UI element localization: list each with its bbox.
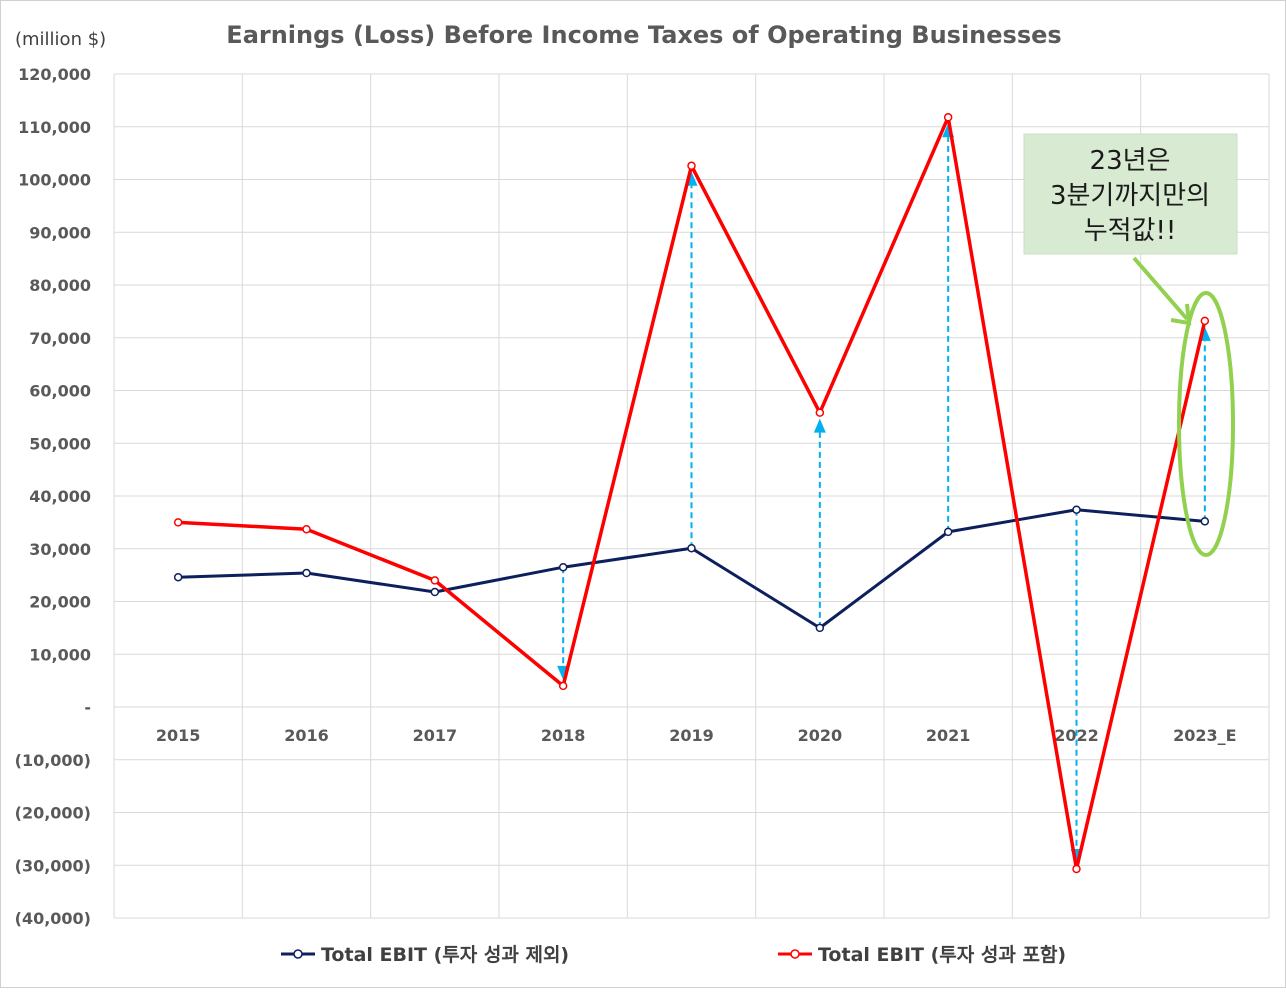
legend-marker-series-1 <box>293 949 303 959</box>
y-tick-label: 110,000 <box>18 118 91 137</box>
legend-item-series-2: Total EBIT (투자 성과 포함) <box>778 944 1066 966</box>
y-tick-label: - <box>84 698 91 717</box>
y-tick-label: (30,000) <box>15 856 91 875</box>
callout-box <box>1023 133 1238 255</box>
x-tick-label: 2017 <box>413 726 458 745</box>
series-2-point-2016 <box>302 524 311 534</box>
legend-item-series-1: Total EBIT (투자 성과 제외) <box>281 944 569 966</box>
y-tick-label: 50,000 <box>29 434 91 453</box>
series-1-point-2019 <box>687 543 696 553</box>
series-2-point-2019 <box>687 161 696 171</box>
x-tick-label: 2019 <box>669 726 714 745</box>
x-tick-label: 2015 <box>156 726 201 745</box>
y-tick-label: 10,000 <box>29 645 91 664</box>
legend-label-series-2: Total EBIT (투자 성과 포함) <box>818 944 1066 966</box>
callout-line-3: 누적값!! <box>1084 216 1177 246</box>
series-2-point-2022 <box>1072 864 1081 874</box>
callout-pointer-line <box>1132 256 1189 321</box>
y-tick-label: 80,000 <box>29 276 91 295</box>
chart-title: Earnings (Loss) Before Income Taxes of O… <box>226 21 1061 49</box>
difference-arrowhead-2020 <box>813 418 826 433</box>
series-1-point-2023_E <box>1200 517 1210 526</box>
series-1-point-2020 <box>815 623 825 633</box>
legend-label-series-1: Total EBIT (투자 성과 제외) <box>321 944 569 966</box>
y-tick-label: (40,000) <box>15 909 91 928</box>
series-1-point-2018 <box>558 562 568 572</box>
y-tick-label: (10,000) <box>15 751 91 770</box>
series-2-point-2023_E <box>1200 316 1210 326</box>
series-2-point-2017 <box>430 576 440 585</box>
y-tick-label: 90,000 <box>29 223 91 242</box>
series-1-point-2022 <box>1072 505 1081 514</box>
callout-line-1: 23년은 <box>1090 146 1171 176</box>
series-2-point-2015 <box>173 518 183 527</box>
y-tick-label: 20,000 <box>29 593 91 612</box>
y-tick-label: 100,000 <box>18 171 91 190</box>
x-tick-label: 2023_E <box>1173 726 1236 745</box>
x-tick-label: 2021 <box>926 726 971 745</box>
y-tick-label: 30,000 <box>29 540 91 559</box>
x-tick-label: 2020 <box>798 726 843 745</box>
highlight-ellipse <box>1177 291 1235 557</box>
series-layer <box>173 113 1210 874</box>
y-tick-label: 40,000 <box>29 487 91 506</box>
y-unit-label: (million $) <box>15 29 106 50</box>
y-tick-label: (20,000) <box>15 804 91 823</box>
legend-marker-series-2 <box>790 949 800 959</box>
x-tick-label: 2016 <box>284 726 329 745</box>
series-1-point-2015 <box>173 572 183 582</box>
y-tick-label: 120,000 <box>18 65 91 84</box>
callout-line-2: 3분기까지만의 <box>1050 181 1210 211</box>
series-1-point-2017 <box>430 587 440 597</box>
x-tick-labels: 2015 2016 2017 2018 2019 2020 2021 2022 2023_E <box>156 726 1237 745</box>
series-2-point-2018 <box>558 681 568 691</box>
y-tick-label: 60,000 <box>29 382 91 401</box>
legend: Total EBIT (투자 성과 제외) Total EBIT (투자 성과 … <box>281 944 1066 966</box>
series-2-point-2020 <box>815 408 825 417</box>
series-2-point-2021 <box>943 113 953 122</box>
series-1-point-2021 <box>943 527 953 537</box>
y-tick-label: 70,000 <box>29 329 91 348</box>
x-tick-label: 2018 <box>541 726 586 745</box>
y-tick-labels: (40,000) (30,000) (20,000) (10,000) - 10,000 2… <box>15 65 91 928</box>
series-1-point-2016 <box>302 568 311 578</box>
annotation-callout: 23년은 3분기까지만의 누적값!! <box>1023 133 1238 557</box>
